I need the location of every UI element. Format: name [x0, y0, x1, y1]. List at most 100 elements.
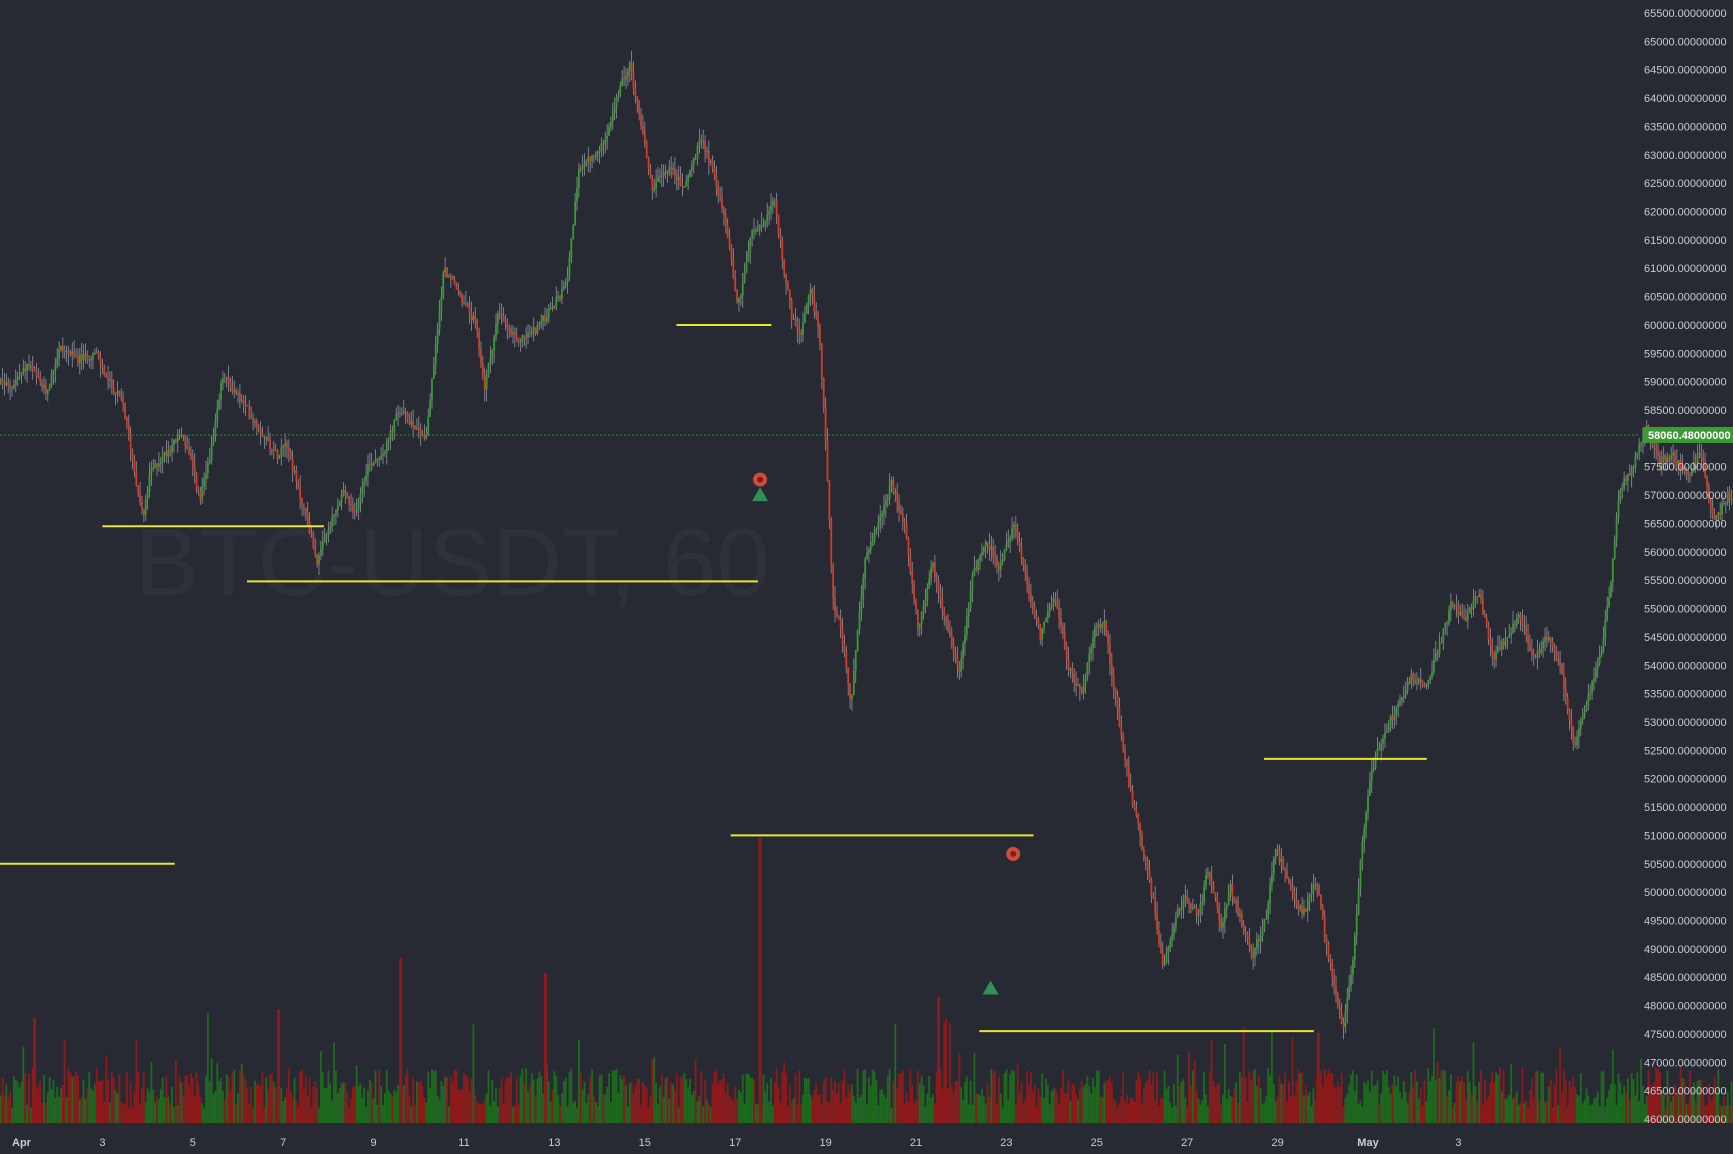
volume-bar — [1696, 1081, 1699, 1123]
candle — [1254, 947, 1256, 967]
volume-bar — [80, 1097, 83, 1123]
candle — [510, 325, 512, 338]
candle — [1502, 637, 1505, 650]
candle — [1086, 661, 1089, 681]
candle — [964, 626, 966, 656]
candle — [1271, 861, 1273, 892]
volume-bar — [1139, 1076, 1142, 1123]
volume-bar — [547, 1081, 550, 1123]
candle — [323, 528, 326, 544]
candle — [376, 458, 379, 467]
volume-bar — [214, 1090, 217, 1123]
candle — [1210, 865, 1213, 894]
candle — [794, 308, 797, 327]
volume-bar — [259, 1086, 262, 1123]
exit-signal-marker[interactable] — [753, 472, 768, 487]
candle — [643, 121, 646, 148]
candle — [1423, 682, 1426, 688]
price-tick-label: 47000.00000000 — [1644, 1057, 1727, 1069]
candle — [1011, 517, 1013, 542]
volume-bar — [1425, 1101, 1428, 1123]
volume-bar — [1495, 1072, 1497, 1123]
volume-bar — [95, 1068, 98, 1123]
volume-bar — [263, 1107, 266, 1123]
candle — [1133, 800, 1136, 811]
candle — [958, 661, 961, 680]
candle — [1617, 489, 1620, 524]
candle — [56, 348, 59, 369]
candle — [606, 124, 609, 150]
candle — [325, 532, 328, 546]
volume-bar — [1530, 1078, 1533, 1123]
candle — [197, 486, 200, 496]
candle — [1640, 441, 1642, 452]
volume-bar — [174, 1059, 177, 1123]
volume-bar — [1054, 1088, 1057, 1123]
candle — [1169, 936, 1172, 953]
candle — [318, 552, 320, 575]
volume-bar — [1062, 1070, 1064, 1123]
candle — [1598, 645, 1601, 667]
volume-bar — [843, 1069, 846, 1123]
candle — [851, 693, 853, 712]
candle — [949, 620, 951, 638]
volume-bar — [1240, 1076, 1243, 1123]
volume-bar — [176, 1105, 179, 1123]
candle — [1393, 705, 1396, 729]
volume-bar — [1141, 1102, 1143, 1123]
candle — [498, 302, 501, 320]
candle — [994, 545, 996, 568]
candle — [977, 558, 980, 575]
volume-bar — [363, 1087, 366, 1123]
volume-bar — [99, 1081, 102, 1123]
candle — [1225, 903, 1228, 919]
volume-bar — [555, 1075, 558, 1123]
candle — [1412, 671, 1415, 687]
buy-signal-arrow[interactable] — [982, 980, 999, 995]
volume-bar — [647, 1107, 650, 1123]
candle — [685, 174, 688, 187]
buy-signal-arrow[interactable] — [752, 487, 769, 502]
candle — [284, 433, 286, 458]
volume-bar — [1385, 1070, 1388, 1123]
candle — [1365, 810, 1368, 839]
candle — [1346, 987, 1349, 1024]
candle — [69, 349, 72, 358]
time-axis[interactable]: Apr 3 5 7 9 11 13 15 17 19 21 23 25 27 29 May 3 — [12, 1137, 1461, 1149]
candle — [466, 301, 469, 308]
volume-bar — [1158, 1105, 1160, 1123]
volume-bar — [662, 1097, 665, 1123]
volume-bar — [945, 1018, 948, 1123]
candle — [122, 391, 125, 412]
price-axis[interactable]: 65500.0000000065000.0000000064500.000000… — [1644, 8, 1727, 1126]
candle — [1557, 650, 1560, 667]
volume-bar — [745, 1073, 748, 1123]
volume-bar — [453, 1070, 456, 1123]
candle — [1625, 474, 1627, 486]
volume-bar — [777, 1086, 780, 1123]
volume-bar — [88, 1071, 91, 1123]
volume-bar — [920, 1075, 923, 1123]
candle — [1551, 636, 1554, 653]
candle — [1340, 1002, 1343, 1025]
candle — [967, 602, 970, 629]
volume-bar — [1544, 1102, 1546, 1123]
volume-bar — [1235, 1082, 1238, 1123]
exit-signal-marker[interactable] — [1006, 846, 1021, 861]
volume-bar — [1039, 1097, 1042, 1123]
candle — [1431, 660, 1433, 680]
candle — [873, 525, 876, 546]
candle — [1715, 514, 1718, 530]
candle — [453, 275, 456, 286]
candle — [1677, 460, 1680, 476]
candle — [329, 521, 332, 535]
candle — [384, 449, 386, 457]
volume-bar — [969, 1080, 972, 1123]
volume-bar — [1257, 1075, 1260, 1123]
candle — [1713, 508, 1716, 520]
volume-bar — [879, 1090, 882, 1123]
volume-bar — [1534, 1072, 1537, 1123]
candle — [534, 327, 537, 336]
